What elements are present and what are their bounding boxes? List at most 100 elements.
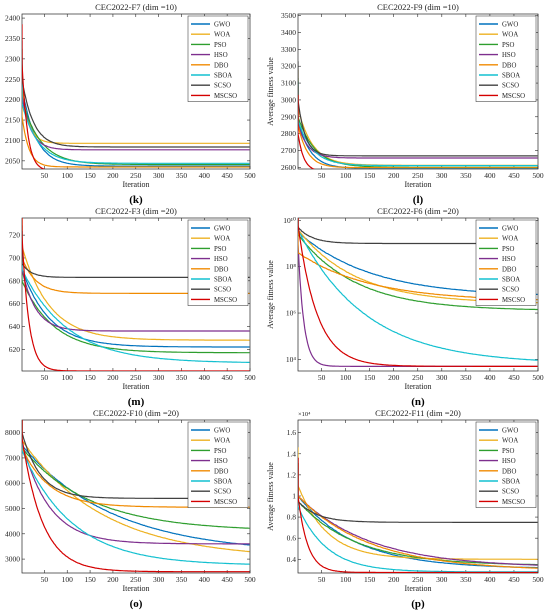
legend: GWO WOA PSO HSO DBO SBOA SCSO MSCSO (475, 421, 537, 508)
y-scale-note: ×10⁴ (298, 411, 311, 418)
legend-entry: WOA (502, 236, 518, 243)
legend-entry: SCSO (214, 489, 231, 496)
chart-panel-1: CEC2022-F9 (dim =10) 50 100 150 200 250 300 350… (266, 2, 544, 206)
legend-box (475, 15, 537, 102)
series-line-pso (22, 60, 250, 166)
legend-entry: MSCSO (502, 499, 525, 506)
legend-entry: GWO (214, 428, 230, 435)
y-tick-label: 2300 (5, 54, 20, 63)
x-tick-label: 250 (412, 575, 424, 584)
series-line-mscso (22, 420, 250, 573)
legend-entry: WOA (214, 32, 230, 39)
y-axis-label: Average fitness value (266, 260, 275, 329)
legend-entry: WOA (502, 32, 518, 39)
legend-entry: PSO (214, 42, 227, 49)
panel-label: (m) (128, 396, 145, 408)
chart-panel-0: CEC2022-F7 (dim =10) 50 100 150 200 250 300 350… (5, 2, 256, 206)
series-line-hso (22, 420, 250, 545)
y-tick-label: 1.6 (287, 428, 297, 437)
x-tick-label: 300 (436, 171, 448, 180)
x-tick-label: 250 (130, 171, 142, 180)
x-tick-label: 500 (532, 575, 544, 584)
x-tick-label: 150 (84, 171, 96, 180)
legend-entry: MSCSO (214, 499, 237, 506)
y-tick-label: 2100 (5, 136, 20, 145)
y-tick-label: 3100 (281, 79, 296, 88)
x-tick-label: 200 (107, 373, 119, 382)
series-line-sboa (298, 81, 538, 167)
series-group (298, 61, 538, 169)
x-tick-label: 400 (199, 171, 211, 180)
series-line-hso (298, 84, 538, 159)
legend-entry: PSO (214, 448, 227, 455)
legend-entry: PSO (214, 246, 227, 253)
chart-panel-3: CEC2022-F6 (dim =20) 50 100 150 200 250 300 350… (266, 206, 544, 408)
x-axis-label: Iteration (122, 584, 149, 593)
y-tick-label: 1.4 (287, 449, 297, 458)
x-tick-label: 450 (508, 171, 520, 180)
panel-label: (o) (130, 598, 143, 610)
legend-box (475, 219, 537, 306)
series-line-dbo (298, 457, 538, 569)
legend-entry: HSO (502, 256, 516, 263)
chart-title: CEC2022-F11 (dim =20) (375, 408, 461, 418)
x-tick-label: 200 (107, 575, 119, 584)
x-tick-label: 100 (340, 373, 352, 382)
x-tick-label: 150 (84, 373, 96, 382)
x-tick-label: 50 (41, 575, 49, 584)
legend-entry: GWO (502, 226, 518, 233)
y-tick-label: 6000 (5, 479, 20, 488)
x-tick-label: 250 (130, 373, 142, 382)
y-tick-label: 2200 (5, 95, 20, 104)
x-tick-label: 350 (176, 575, 188, 584)
y-tick-label: 2050 (5, 156, 20, 165)
legend-entry: HSO (214, 256, 228, 263)
y-tick-label: 10⁴ (286, 355, 297, 364)
x-tick-label: 500 (244, 171, 256, 180)
x-tick-label: 200 (388, 373, 400, 382)
series-line-mscso (298, 457, 538, 573)
y-tick-label: 2600 (281, 163, 296, 172)
legend-entry: DBO (214, 266, 228, 273)
legend-entry: SCSO (214, 83, 231, 90)
x-tick-label: 350 (176, 373, 188, 382)
chart-title: CEC2022-F7 (dim =10) (95, 2, 177, 12)
y-tick-label: 720 (9, 231, 21, 240)
x-tick-label: 100 (62, 171, 74, 180)
y-tick-label: 660 (9, 299, 21, 308)
legend-entry: GWO (214, 22, 230, 29)
y-tick-label: 10¹⁰ (283, 216, 296, 225)
x-tick-label: 500 (532, 171, 544, 180)
series-line-dbo (22, 77, 250, 168)
legend-entry: DBO (214, 468, 228, 475)
x-tick-label: 100 (62, 575, 74, 584)
x-tick-label: 300 (153, 373, 165, 382)
y-tick-label: 620 (9, 345, 21, 354)
legend-box (475, 421, 537, 508)
legend-entry: SBOA (502, 277, 520, 284)
series-line-gwo (22, 420, 250, 546)
x-tick-label: 400 (199, 575, 211, 584)
series-line-gwo (22, 48, 250, 167)
legend-entry: SBOA (214, 479, 232, 486)
x-tick-label: 450 (222, 575, 234, 584)
y-tick-label: 2400 (5, 14, 20, 23)
x-tick-label: 450 (508, 575, 520, 584)
series-line-sboa (298, 218, 538, 361)
legend-box (187, 219, 249, 306)
x-tick-label: 250 (412, 373, 424, 382)
x-tick-label: 250 (130, 575, 142, 584)
panel-label: (k) (129, 194, 143, 206)
y-tick-label: 3000 (281, 95, 296, 104)
chart-panel-2: CEC2022-F3 (dim =20) 50 100 150 200 250 300 350… (9, 206, 256, 408)
legend-entry: HSO (502, 52, 516, 59)
y-tick-label: 5000 (5, 504, 20, 513)
legend-entry: PSO (502, 246, 515, 253)
x-tick-label: 150 (364, 373, 376, 382)
y-tick-label: 2800 (281, 129, 296, 138)
legend-entry: SBOA (214, 73, 232, 80)
series-line-scso (298, 463, 538, 524)
x-tick-label: 150 (364, 171, 376, 180)
legend-entry: DBO (502, 266, 516, 273)
